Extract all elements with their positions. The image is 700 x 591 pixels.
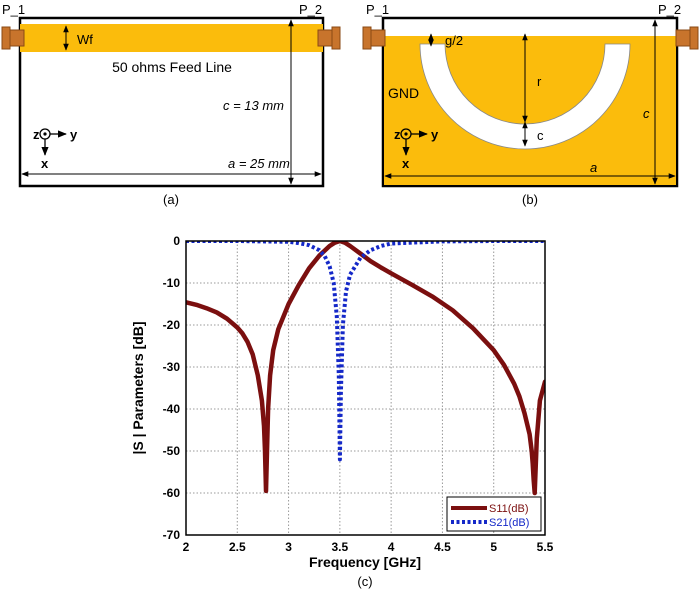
axis-x-label: x [402, 156, 410, 171]
y-tick-label: -70 [163, 528, 181, 542]
y-tick-label: -50 [163, 444, 181, 458]
axis-y-label: y [70, 127, 78, 142]
port-label-2: P_2 [658, 2, 681, 17]
connector-a-right [317, 26, 341, 50]
axis-triad-a: z y x [33, 127, 78, 171]
x-axis-label: Frequency [GHz] [309, 554, 421, 570]
port-label-2: P_2 [299, 2, 322, 17]
y-tick-labels: 0 -10 -20 -30 -40 -50 -60 -70 [163, 234, 181, 542]
width-label-b: a [590, 160, 597, 175]
x-tick-label: 3 [285, 540, 292, 554]
legend-s21-label: S21(dB) [489, 517, 529, 529]
series-s21-line [186, 241, 545, 462]
grid [186, 241, 545, 535]
y-tick-label: -30 [163, 360, 181, 374]
height-label-b: c [643, 106, 650, 121]
y-axis-label: |S | Parameters [dB] [130, 321, 146, 454]
port-label-1: P_1 [366, 2, 389, 17]
y-tick-label: -60 [163, 486, 181, 500]
panel-c-chart: 2 2.5 3 3.5 4 4.5 5 5.5 0-10-20-30-40-50-60-70 … [130, 234, 554, 589]
feed-line [20, 24, 323, 52]
width-label-a: a = 25 mm [228, 156, 290, 171]
connector-b-left [362, 26, 386, 50]
caption-c: (c) [357, 574, 372, 589]
x-tick-label: 4 [388, 540, 395, 554]
legend-s11-label: S11(dB) [489, 503, 529, 515]
ground-label: GND [388, 85, 419, 101]
x-tick-labels: 2 2.5 3 3.5 4 4.5 5 5.5 [183, 540, 554, 554]
gap-label: g/2 [445, 33, 463, 48]
axis-z-label: z [394, 127, 401, 142]
plot-area [186, 241, 545, 535]
plot-frame [185, 240, 546, 536]
x-tick-label: 5.5 [537, 540, 554, 554]
caption-b: (b) [522, 192, 538, 207]
panel-a: P_1 P_2 Wf 50 ohms Feed Line c = 13 mm a… [1, 2, 341, 207]
wf-label: Wf [77, 32, 93, 47]
y-tick-label: -20 [163, 318, 181, 332]
y-tick-label: -40 [163, 402, 181, 416]
axis-x-label: x [41, 156, 49, 171]
y-tick-label: -10 [163, 276, 181, 290]
ring-slot [419, 43, 631, 150]
connector-a-left [1, 26, 25, 50]
connector-b-right [675, 26, 699, 50]
feed-line-label: 50 ohms Feed Line [112, 59, 232, 75]
radius-label: r [537, 74, 542, 89]
ring-width-label: c [537, 128, 544, 143]
x-tick-label: 2 [183, 540, 190, 554]
axis-z-label: z [33, 127, 40, 142]
y-tick-label: 0 [173, 234, 180, 248]
height-label-a: c = 13 mm [223, 98, 284, 113]
caption-a: (a) [163, 192, 179, 207]
x-tick-label: 2.5 [229, 540, 246, 554]
x-tick-label: 3.5 [332, 540, 349, 554]
panel-b: P_1 P_2 g/2 r c GND c a z y x (b) [362, 2, 699, 207]
legend-box [446, 496, 542, 532]
port-label-1: P_1 [2, 2, 25, 17]
axis-triad-b: z y x [394, 127, 439, 171]
axis-y-label: y [431, 127, 439, 142]
legend: S11(dB) S21(dB) [446, 496, 542, 532]
series-s11-line [186, 241, 545, 496]
x-tick-label: 5 [490, 540, 497, 554]
x-tick-label: 4.5 [434, 540, 451, 554]
